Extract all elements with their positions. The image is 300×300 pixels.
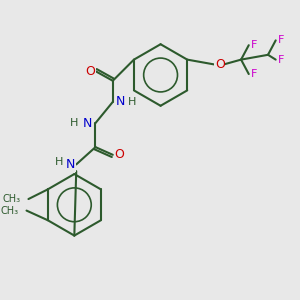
Text: H: H (70, 118, 79, 128)
Text: N: N (83, 117, 92, 130)
Text: O: O (86, 65, 96, 78)
Text: F: F (278, 35, 285, 45)
Text: N: N (66, 158, 75, 171)
Text: O: O (115, 148, 124, 161)
Text: CH₃: CH₃ (3, 194, 21, 204)
Text: H: H (128, 97, 136, 107)
Text: H: H (55, 158, 63, 167)
Text: F: F (251, 40, 258, 50)
Text: F: F (251, 69, 258, 79)
Text: N: N (116, 95, 125, 108)
Text: CH₃: CH₃ (1, 206, 19, 216)
Text: F: F (278, 55, 285, 64)
Text: O: O (215, 58, 225, 71)
